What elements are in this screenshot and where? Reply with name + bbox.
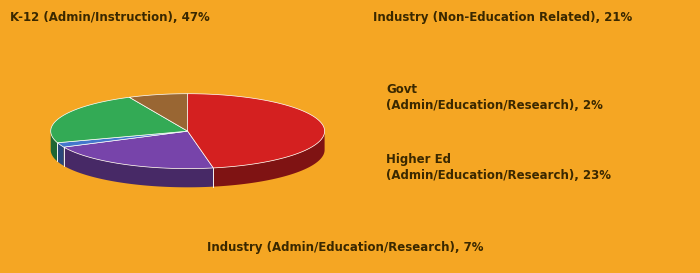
Polygon shape (57, 131, 188, 147)
Polygon shape (64, 131, 213, 169)
Polygon shape (188, 94, 325, 168)
Polygon shape (50, 97, 188, 143)
Text: K-12 (Admin/Instruction), 47%: K-12 (Admin/Instruction), 47% (10, 11, 209, 24)
Text: Industry (Non-Education Related), 21%: Industry (Non-Education Related), 21% (372, 11, 632, 24)
Text: Industry (Admin/Education/Research), 7%: Industry (Admin/Education/Research), 7% (207, 241, 484, 254)
Polygon shape (214, 131, 325, 187)
Polygon shape (130, 94, 188, 131)
Polygon shape (64, 147, 213, 187)
Polygon shape (50, 131, 57, 161)
Polygon shape (57, 143, 64, 166)
Text: Govt
(Admin/Education/Research), 2%: Govt (Admin/Education/Research), 2% (386, 83, 603, 112)
Text: Higher Ed
(Admin/Education/Research), 23%: Higher Ed (Admin/Education/Research), 23… (386, 153, 611, 182)
